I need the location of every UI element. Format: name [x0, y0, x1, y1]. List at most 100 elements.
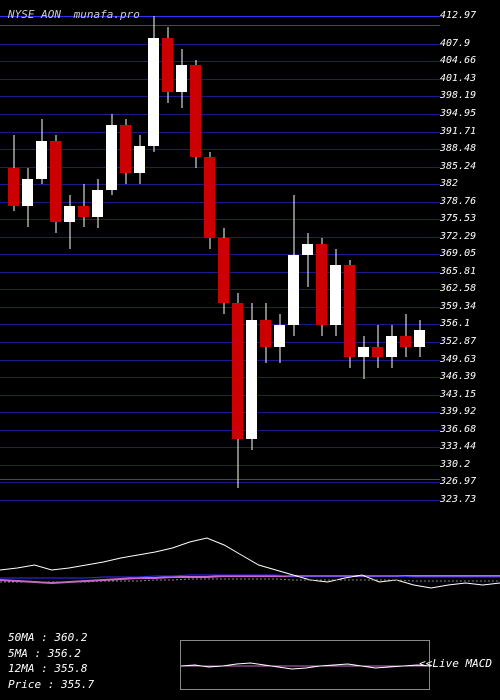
- price-level-label: 349.63: [440, 354, 476, 365]
- chart-header: NYSE AON munafa.pro: [8, 8, 140, 21]
- candle-body: [302, 244, 313, 255]
- price-level-label: 339.92: [440, 406, 476, 417]
- price-level-label: 375.53: [440, 213, 476, 224]
- candle: [22, 168, 33, 228]
- price-level-label: 356.1: [440, 318, 470, 329]
- candle-wick: [363, 336, 364, 379]
- price-level-label: 369.05: [440, 248, 476, 259]
- grid-line: [0, 79, 440, 80]
- price-value: 355.7: [61, 678, 94, 691]
- candle-body: [22, 179, 33, 206]
- indicator-panel: [0, 520, 500, 620]
- grid-line: [0, 96, 440, 97]
- price-level-label: 323.73: [440, 494, 476, 505]
- candle-body: [414, 330, 425, 346]
- candle-body: [260, 320, 271, 347]
- price-level-label: 326.97: [440, 476, 476, 487]
- price-level-label: 394.95: [440, 108, 476, 119]
- price-level-label: 365.81: [440, 266, 476, 277]
- grid-line: [0, 482, 440, 483]
- candle: [316, 238, 327, 336]
- ma50-label: 50MA :: [8, 631, 54, 644]
- candlestick-chart: [0, 0, 440, 520]
- candle-body: [288, 255, 299, 325]
- grid-line: [0, 114, 440, 115]
- grid-line: [0, 184, 440, 185]
- candle-body: [190, 65, 201, 157]
- candle-body: [330, 265, 341, 325]
- price-label: Price :: [8, 678, 61, 691]
- candle: [78, 184, 89, 227]
- candle: [372, 325, 383, 368]
- candle-body: [358, 347, 369, 358]
- grid-line: [0, 465, 440, 466]
- ma5-label: 5MA :: [8, 647, 48, 660]
- candle-body: [246, 320, 257, 439]
- candle-body: [36, 141, 47, 179]
- grid-line: [0, 500, 440, 501]
- candle: [50, 135, 61, 233]
- candle-body: [386, 336, 397, 358]
- ma50-value: 360.2: [54, 631, 87, 644]
- price-level-label: 352.87: [440, 336, 476, 347]
- candle-body: [344, 265, 355, 357]
- candle-body: [92, 190, 103, 217]
- ma12-value: 355.8: [54, 662, 87, 675]
- price-level-label: 401.43: [440, 73, 476, 84]
- price-level-label: 330.2: [440, 459, 470, 470]
- price-level-label: 388.48: [440, 143, 476, 154]
- candle-wick: [307, 233, 308, 287]
- grid-line: [0, 430, 440, 431]
- price-level-label: 412.97: [440, 10, 476, 21]
- candle-body: [78, 206, 89, 217]
- info-panel: 50MA : 360.2 5MA : 356.2 12MA : 355.8 Pr…: [8, 630, 94, 692]
- macd-label: <<Live MACD: [419, 657, 492, 670]
- candle: [274, 314, 285, 363]
- candle: [302, 233, 313, 287]
- price-level-label: 404.66: [440, 55, 476, 66]
- candle-body: [148, 38, 159, 146]
- candle: [92, 179, 103, 228]
- candle: [162, 27, 173, 103]
- candle-body: [106, 125, 117, 190]
- price-axis: 412.97407.9404.66401.43398.19394.95391.7…: [440, 0, 496, 520]
- candle: [344, 260, 355, 368]
- candle: [8, 135, 19, 211]
- price-level-label: 372.29: [440, 231, 476, 242]
- price-level-label: 385.24: [440, 161, 476, 172]
- candle: [148, 16, 159, 151]
- candle: [120, 119, 131, 184]
- price-level-label: 333.44: [440, 441, 476, 452]
- candle-wick: [69, 195, 70, 249]
- price-level-label: 382: [440, 178, 458, 189]
- candle-body: [372, 347, 383, 358]
- candle: [64, 195, 75, 249]
- price-level-label: 346.39: [440, 371, 476, 382]
- candle: [36, 119, 47, 184]
- grid-line: [0, 447, 440, 448]
- candle: [176, 49, 187, 109]
- price-level-label: 359.34: [440, 301, 476, 312]
- candle: [400, 314, 411, 357]
- exchange-label: NYSE AON: [8, 8, 61, 21]
- grid-line: [0, 44, 440, 45]
- macd-panel: [180, 640, 430, 690]
- grid-line: [0, 61, 440, 62]
- price-level-label: 398.19: [440, 90, 476, 101]
- candle: [288, 195, 299, 336]
- grid-line: [0, 395, 440, 396]
- grid-line: [0, 377, 440, 378]
- candle-body: [316, 244, 327, 325]
- price-level-label: 391.71: [440, 126, 476, 137]
- candle: [246, 303, 257, 449]
- price-level-label: 336.68: [440, 424, 476, 435]
- candle-body: [134, 146, 145, 173]
- candle: [190, 60, 201, 168]
- candle: [260, 303, 271, 363]
- candle-body: [162, 38, 173, 92]
- candle: [358, 336, 369, 379]
- candle-body: [232, 303, 243, 438]
- price-level-label: 378.76: [440, 196, 476, 207]
- grid-line: [0, 167, 440, 168]
- grid-line: [0, 149, 440, 150]
